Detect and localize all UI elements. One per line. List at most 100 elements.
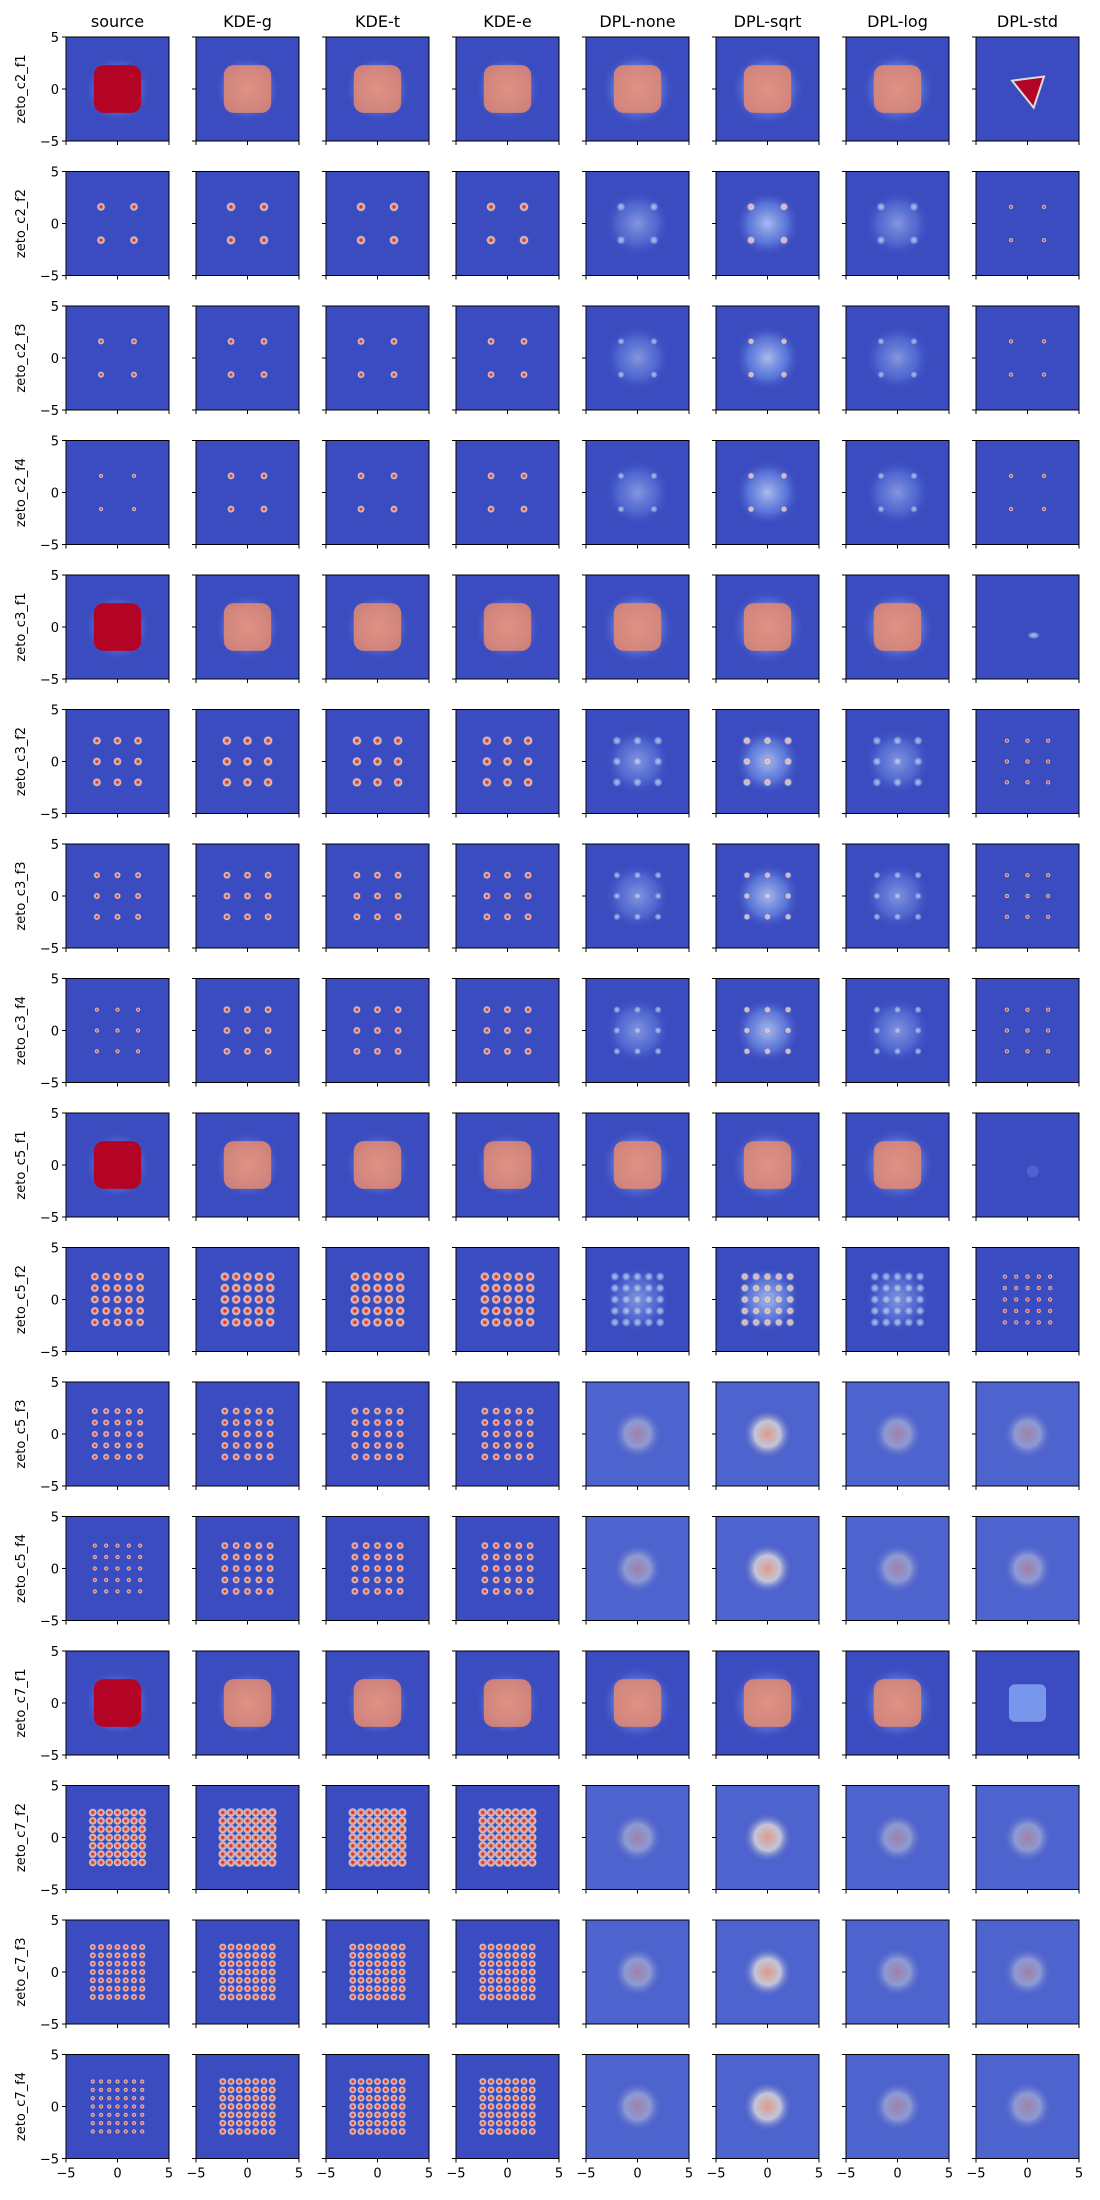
density-mark (105, 1951, 113, 1959)
density-mark (528, 1943, 537, 1952)
density-mark (384, 1452, 393, 1461)
density-mark (511, 2077, 520, 2086)
density-mark (892, 1317, 903, 1328)
density-mark (218, 2110, 227, 2119)
heatmap-cell (972, 305, 1080, 414)
density-mark (266, 1564, 275, 1573)
density-mark (527, 1815, 538, 1826)
density-mark (135, 1317, 145, 1327)
density-mark (477, 1857, 488, 1868)
density-mark (872, 871, 881, 880)
density-mark (511, 1968, 520, 1976)
y-tick-label: −5 (40, 808, 59, 823)
density-mark (347, 1840, 358, 1851)
density-mark (131, 2095, 137, 2101)
density-mark (1025, 1308, 1030, 1314)
heatmap-cell (62, 709, 170, 818)
density-mark (131, 506, 137, 512)
density-mark (511, 2110, 520, 2119)
heatmap-cell (192, 440, 300, 549)
x-tick-label: −5 (966, 2167, 985, 2182)
heatmap-cell (712, 1516, 820, 1625)
density-mark (357, 1959, 366, 1968)
heatmap-cell (62, 1381, 170, 1490)
heatmap-cell (322, 978, 430, 1087)
density-mark (222, 871, 231, 880)
density-mark (881, 1317, 892, 1328)
density-mark (232, 1430, 241, 1438)
density-mark (113, 1816, 122, 1826)
density-mark (106, 2079, 112, 2085)
density-mark (223, 1141, 272, 1189)
density-mark (227, 370, 236, 379)
density-mark (914, 892, 923, 900)
density-mark (1036, 1319, 1042, 1325)
density-mark (347, 1832, 358, 1843)
density-mark (135, 1048, 141, 1054)
heatmap-cell (972, 1650, 1080, 1759)
density-mark (502, 1271, 513, 1282)
density-mark (778, 235, 789, 246)
density-mark (129, 1808, 139, 1818)
density-mark (503, 1005, 512, 1014)
density-mark (632, 1271, 643, 1282)
x-tick-label: −5 (446, 2167, 465, 2182)
density-mark (491, 1283, 502, 1294)
density-mark (519, 2077, 528, 2086)
density-mark (394, 1026, 403, 1035)
density-mark (242, 1294, 253, 1305)
density-mark (365, 2119, 374, 2128)
heatmap-cell (972, 709, 1080, 818)
density-mark (372, 1840, 383, 1851)
density-mark (779, 505, 788, 514)
density-mark (398, 1951, 407, 1960)
density-mark (373, 892, 382, 900)
density-mark (222, 1005, 231, 1014)
density-mark (477, 1815, 488, 1826)
heatmap-cell (582, 574, 690, 683)
heatmap-cell (842, 2054, 950, 2163)
density-mark (98, 2120, 104, 2126)
density-mark (373, 1984, 382, 1993)
density-mark (251, 2085, 260, 2094)
y-tick-label: 5 (51, 1107, 59, 1122)
density-mark (129, 1833, 139, 1842)
density-mark (394, 892, 403, 900)
density-mark (747, 505, 756, 514)
density-mark (1008, 1684, 1047, 1722)
heatmap-cell (322, 574, 430, 683)
density-mark (773, 1283, 784, 1294)
density-mark (373, 1968, 382, 1976)
density-mark (528, 2119, 537, 2128)
density-mark (503, 1553, 512, 1562)
row-label: zeto_c7_f4 (14, 2072, 29, 2141)
heatmap-cell (842, 1785, 950, 1894)
density-mark (653, 756, 664, 767)
density-mark (362, 1441, 371, 1450)
heatmap-cell (192, 1650, 300, 1759)
density-mark (373, 1047, 382, 1056)
density-mark (503, 1452, 512, 1461)
density-mark (351, 777, 362, 788)
density-mark (218, 2085, 227, 2094)
density-mark (503, 1951, 512, 1960)
density-mark (914, 1005, 923, 1014)
density-mark (266, 1430, 275, 1438)
density-mark (133, 777, 143, 787)
density-mark (397, 1857, 408, 1868)
density-mark (130, 1976, 138, 1984)
cell-background (456, 171, 559, 276)
density-mark (396, 1587, 405, 1596)
density-mark (1004, 738, 1010, 744)
heatmap-cell (62, 171, 170, 280)
density-mark (503, 1968, 512, 1976)
density-mark (265, 1305, 276, 1316)
density-mark (609, 1271, 620, 1282)
heatmap-cell (842, 1650, 950, 1759)
heatmap-cell (842, 843, 950, 952)
density-mark (616, 235, 627, 246)
density-mark (373, 871, 382, 880)
density-mark (347, 1807, 358, 1818)
density-mark (526, 1407, 535, 1416)
density-mark (372, 1832, 383, 1843)
